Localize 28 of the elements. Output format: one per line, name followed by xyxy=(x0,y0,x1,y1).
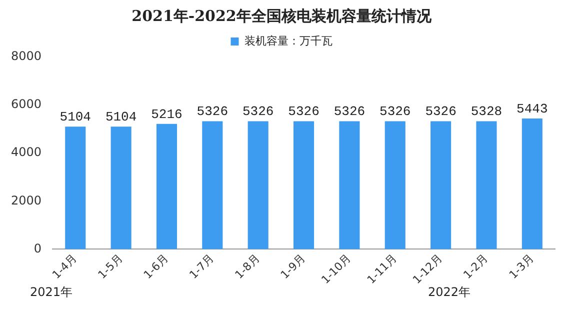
data-label: 5328 xyxy=(470,104,502,120)
x-tick-label: 1-3月 xyxy=(506,252,536,282)
data-label: 5104 xyxy=(105,110,137,125)
data-label: 5443 xyxy=(516,101,548,116)
x-tick-label: 1-9月 xyxy=(278,252,308,282)
x-tick-label: 1-8月 xyxy=(232,252,262,282)
data-label: 5326 xyxy=(425,104,456,120)
text: 2022年 xyxy=(428,285,471,299)
x-tick-label: 1-4月 xyxy=(50,252,80,282)
x-tick-label: 1-7月 xyxy=(186,252,217,282)
x-tick-label: 1-2月 xyxy=(460,252,491,282)
text: 2021年 xyxy=(30,285,73,299)
data-label: 5326 xyxy=(242,104,274,120)
data-label: 5326 xyxy=(288,104,320,120)
x-tick-label: 1-5月 xyxy=(96,252,126,282)
y-tick-label: 2000 xyxy=(10,193,42,208)
data-label: 5326 xyxy=(380,104,411,120)
y-tick-label: 8000 xyxy=(10,49,42,64)
data-label: 5104 xyxy=(60,110,92,125)
data-label: 5326 xyxy=(334,104,366,120)
y-tick-label: 4000 xyxy=(10,145,42,160)
data-label: 5326 xyxy=(196,104,228,120)
chart-title: 2021年-2022年全国核电装机容量统计情况 xyxy=(132,6,432,25)
data-label: 5216 xyxy=(151,106,182,122)
y-tick-label: 0 xyxy=(34,241,42,256)
legend-label: 装机容量：万千瓦 xyxy=(244,34,332,48)
y-tick-label: 6000 xyxy=(10,97,42,112)
x-tick-label: 1-6月 xyxy=(141,252,171,282)
